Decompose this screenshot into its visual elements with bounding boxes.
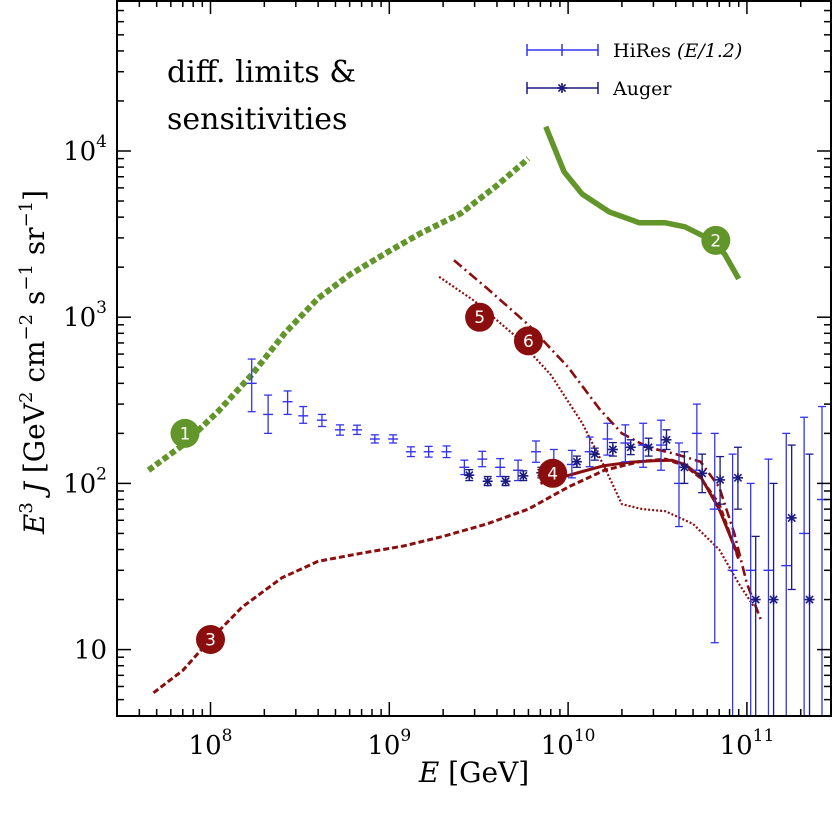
hires-point [282, 390, 293, 416]
curve-marker-label: 6 [523, 332, 534, 352]
auger-point [589, 447, 600, 461]
x-axis-label: E [GeV] [418, 756, 529, 789]
auger-marker [661, 434, 672, 445]
auger-marker [607, 444, 618, 455]
auger-point [607, 441, 618, 457]
auger-marker [732, 472, 743, 483]
y-axis-label: E3 J [GeV2 cm−2 s−1 sr−1] [16, 190, 51, 535]
hires-point [388, 434, 399, 444]
curve-marker-label: 1 [180, 424, 191, 444]
curve-markers-layer: 1 2 3 4 5 6 [170, 225, 731, 655]
annotation-line-2: sensitivities [167, 102, 347, 137]
auger-marker [571, 456, 582, 467]
legend-label: Auger [612, 78, 672, 100]
curve-marker-3: 3 [196, 625, 225, 655]
curve-marker-label: 3 [205, 631, 216, 651]
x-tick-label: 108 [189, 726, 233, 761]
hires-point [298, 405, 309, 424]
hires-point [423, 445, 434, 458]
auger-point [643, 437, 654, 457]
auger-marker [768, 594, 779, 605]
legend-entry: Auger [526, 78, 672, 100]
x-tick-label: 109 [367, 726, 411, 761]
auger-marker [518, 470, 529, 481]
curve-marker-label: 5 [474, 308, 485, 328]
auger-point [679, 451, 690, 485]
hires-point [477, 450, 488, 468]
axis-ticks: 108 109 1010 1011 10 102 103 104 [63, 0, 832, 761]
curve-marker-5: 5 [465, 302, 495, 332]
annotation-line-1: diff. limits & [167, 55, 356, 90]
auger-point [571, 455, 582, 468]
auger-marker [750, 594, 761, 605]
curve-marker-label: 4 [547, 464, 558, 484]
legend-entry: HiRes (E/1.2) [526, 40, 742, 62]
hires-point [263, 394, 274, 435]
legend-label: HiRes (E/1.2) [613, 40, 742, 62]
auger-point [786, 444, 797, 591]
auger-marker [715, 474, 726, 485]
auger-point [518, 470, 529, 482]
auger-marker [464, 470, 475, 481]
curve-marker-2: 2 [701, 225, 731, 255]
hires-point [441, 445, 452, 459]
auger-point [482, 475, 493, 487]
auger-point [464, 468, 475, 482]
auger-marker [643, 442, 654, 453]
hires-point [369, 434, 380, 444]
legend-star-marker [557, 83, 567, 93]
auger-point [500, 475, 511, 487]
hires-point [709, 432, 720, 644]
x-tick-label: 1011 [720, 726, 775, 761]
auger-marker [625, 442, 636, 453]
y-tick-label: 10 [74, 636, 107, 666]
hires-point [352, 424, 363, 436]
hires-point [602, 422, 613, 456]
auger-point [768, 482, 779, 716]
curve-6 [453, 259, 763, 621]
auger-marker [679, 462, 690, 473]
x-tick-label: 1010 [541, 726, 596, 761]
curve-marker-label: 2 [710, 231, 721, 251]
auger-point [697, 453, 708, 494]
hires-point [316, 413, 327, 428]
curve-5 [438, 275, 756, 608]
curve-marker-4: 4 [538, 458, 568, 488]
curve-marker-6: 6 [513, 326, 543, 356]
y-tick-label: 104 [63, 132, 107, 167]
auger-marker [804, 594, 815, 605]
curve-4 [539, 458, 741, 558]
auger-marker [482, 476, 493, 487]
hires-point [620, 424, 631, 463]
hires-point [246, 358, 257, 413]
curve-1 [146, 156, 531, 473]
y-tick-label: 103 [63, 298, 107, 333]
auger-point [625, 439, 636, 456]
auger-marker [500, 476, 511, 487]
auger-point [661, 429, 672, 451]
auger-marker [589, 449, 600, 460]
legend: HiRes (E/1.2) Auger [526, 40, 742, 100]
auger-point [715, 455, 726, 505]
auger-marker [697, 468, 708, 479]
hires-point [335, 424, 346, 436]
auger-marker [786, 512, 797, 523]
hires-point [656, 419, 667, 471]
auger-point [732, 446, 743, 510]
hires-point [566, 449, 577, 479]
hires-point [530, 440, 541, 463]
hires-point [405, 446, 416, 458]
curve-marker-1: 1 [170, 418, 200, 448]
y-tick-label: 102 [63, 464, 107, 499]
